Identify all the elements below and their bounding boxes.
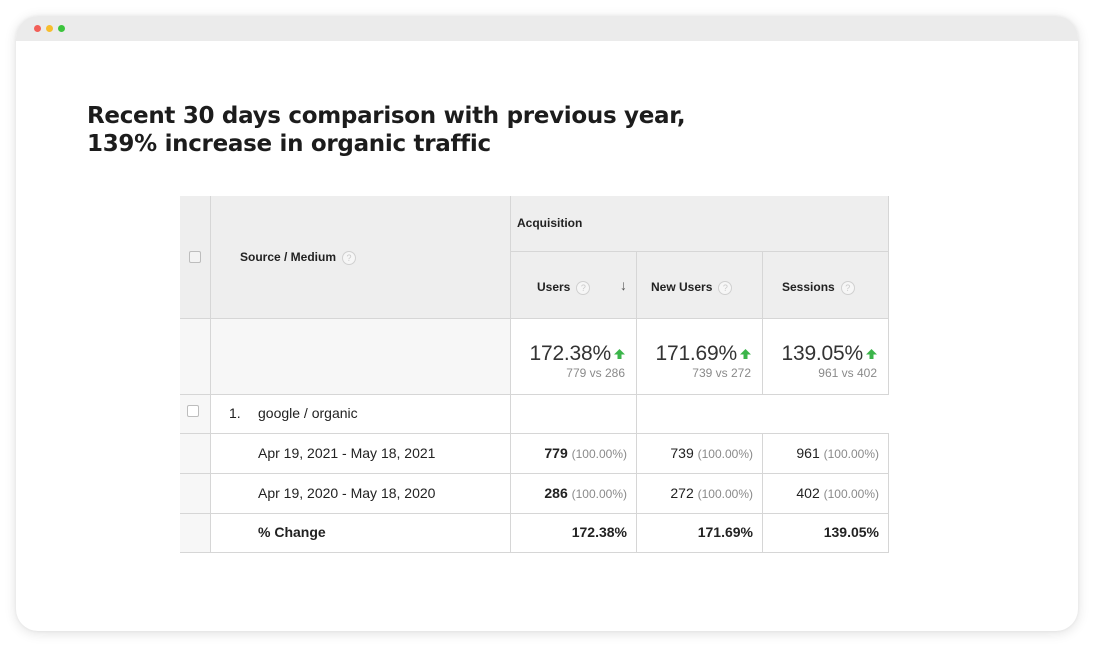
summary-sessions-change: 139.05% [781,342,863,365]
window-titlebar [16,16,1078,41]
value: 961 [796,445,820,461]
period-label-current: Apr 19, 2021 - May 18, 2021 [258,445,436,461]
current-new-users: 739 (100.00%) [637,445,753,461]
grid-line [636,433,637,553]
percent-of-total: (100.00%) [823,487,879,501]
value: 286 [544,485,568,501]
grid-line [180,513,889,514]
value: 402 [796,485,820,501]
change-sessions: 139.05% [823,524,879,540]
column-header-sessions[interactable]: Sessions? [782,280,855,295]
grid-line [180,552,889,553]
column-header-new-users-label: New Users [651,280,713,294]
dimension-header-label: Source / Medium [240,250,337,264]
grid-line [180,394,889,395]
sort-descending-icon[interactable]: ↓ [620,277,627,293]
previous-users: 286 (100.00%) [511,485,627,501]
grid-line [636,251,637,394]
grid-line [888,196,889,394]
acquisition-group-label: Acquisition [517,216,583,230]
help-icon[interactable]: ? [576,280,591,295]
grid-line [636,394,637,433]
previous-new-users: 272 (100.00%) [637,485,753,501]
grid-line [180,473,889,474]
summary-new-users: 171.69% 739 vs 272 [637,342,751,380]
summary-dimension-cell [210,318,510,394]
increase-arrow-icon [740,348,751,359]
minimize-window-icon[interactable] [46,25,53,32]
percent-of-total: (100.00%) [823,447,879,461]
summary-new-users-change: 171.69% [655,342,737,365]
row-source-medium-link[interactable]: google / organic [258,405,358,421]
increase-arrow-icon [866,348,877,359]
analytics-table: Source / Medium? Acquisition Users? ↓ Ne… [180,196,889,553]
checkbox-column [180,318,210,553]
change-users: 172.38% [571,524,627,540]
headline-line-1: Recent 30 days comparison with previous … [87,103,686,129]
column-header-users-label: Users [537,280,571,294]
row-index: 1. [229,405,241,421]
help-icon[interactable]: ? [718,280,733,295]
percent-of-total: (100.00%) [571,447,627,461]
page-headline: Recent 30 days comparison with previous … [87,102,787,158]
current-users: 779 (100.00%) [511,445,627,461]
current-sessions: 961 (100.00%) [763,445,879,461]
summary-users-change: 172.38% [529,342,611,365]
help-icon[interactable]: ? [840,280,855,295]
column-header-users[interactable]: Users? [537,280,591,295]
summary-new-users-compare: 739 vs 272 [692,366,751,380]
summary-users: 172.38% 779 vs 286 [511,342,625,380]
maximize-window-icon[interactable] [58,25,65,32]
grid-line [210,196,211,553]
grid-line [180,433,889,434]
grid-line [762,433,763,553]
grid-line [762,251,763,394]
close-window-icon[interactable] [34,25,41,32]
value: 779 [544,445,568,461]
summary-users-compare: 779 vs 286 [566,366,625,380]
percent-of-total: (100.00%) [571,487,627,501]
change-row-label: % Change [258,524,326,540]
percent-of-total: (100.00%) [697,447,753,461]
column-header-sessions-label: Sessions [782,280,835,294]
dimension-header[interactable]: Source / Medium? [240,250,357,265]
increase-arrow-icon [614,348,625,359]
summary-sessions-compare: 961 vs 402 [818,366,877,380]
grid-line [888,433,889,553]
period-label-previous: Apr 19, 2020 - May 18, 2020 [258,485,436,501]
summary-sessions: 139.05% 961 vs 402 [763,342,877,380]
help-icon[interactable]: ? [342,250,357,265]
row-checkbox[interactable] [187,405,199,417]
value: 272 [670,485,694,501]
previous-sessions: 402 (100.00%) [763,485,879,501]
headline-line-2: 139% increase in organic traffic [87,131,491,157]
percent-of-total: (100.00%) [697,487,753,501]
grid-line [510,196,511,553]
column-header-new-users[interactable]: New Users? [651,280,733,295]
grid-line [180,318,889,319]
table-header [180,196,889,318]
change-new-users: 171.69% [697,524,753,540]
select-all-checkbox[interactable] [189,251,201,263]
grid-line [510,251,889,252]
value: 739 [670,445,694,461]
browser-window: Recent 30 days comparison with previous … [16,16,1078,631]
